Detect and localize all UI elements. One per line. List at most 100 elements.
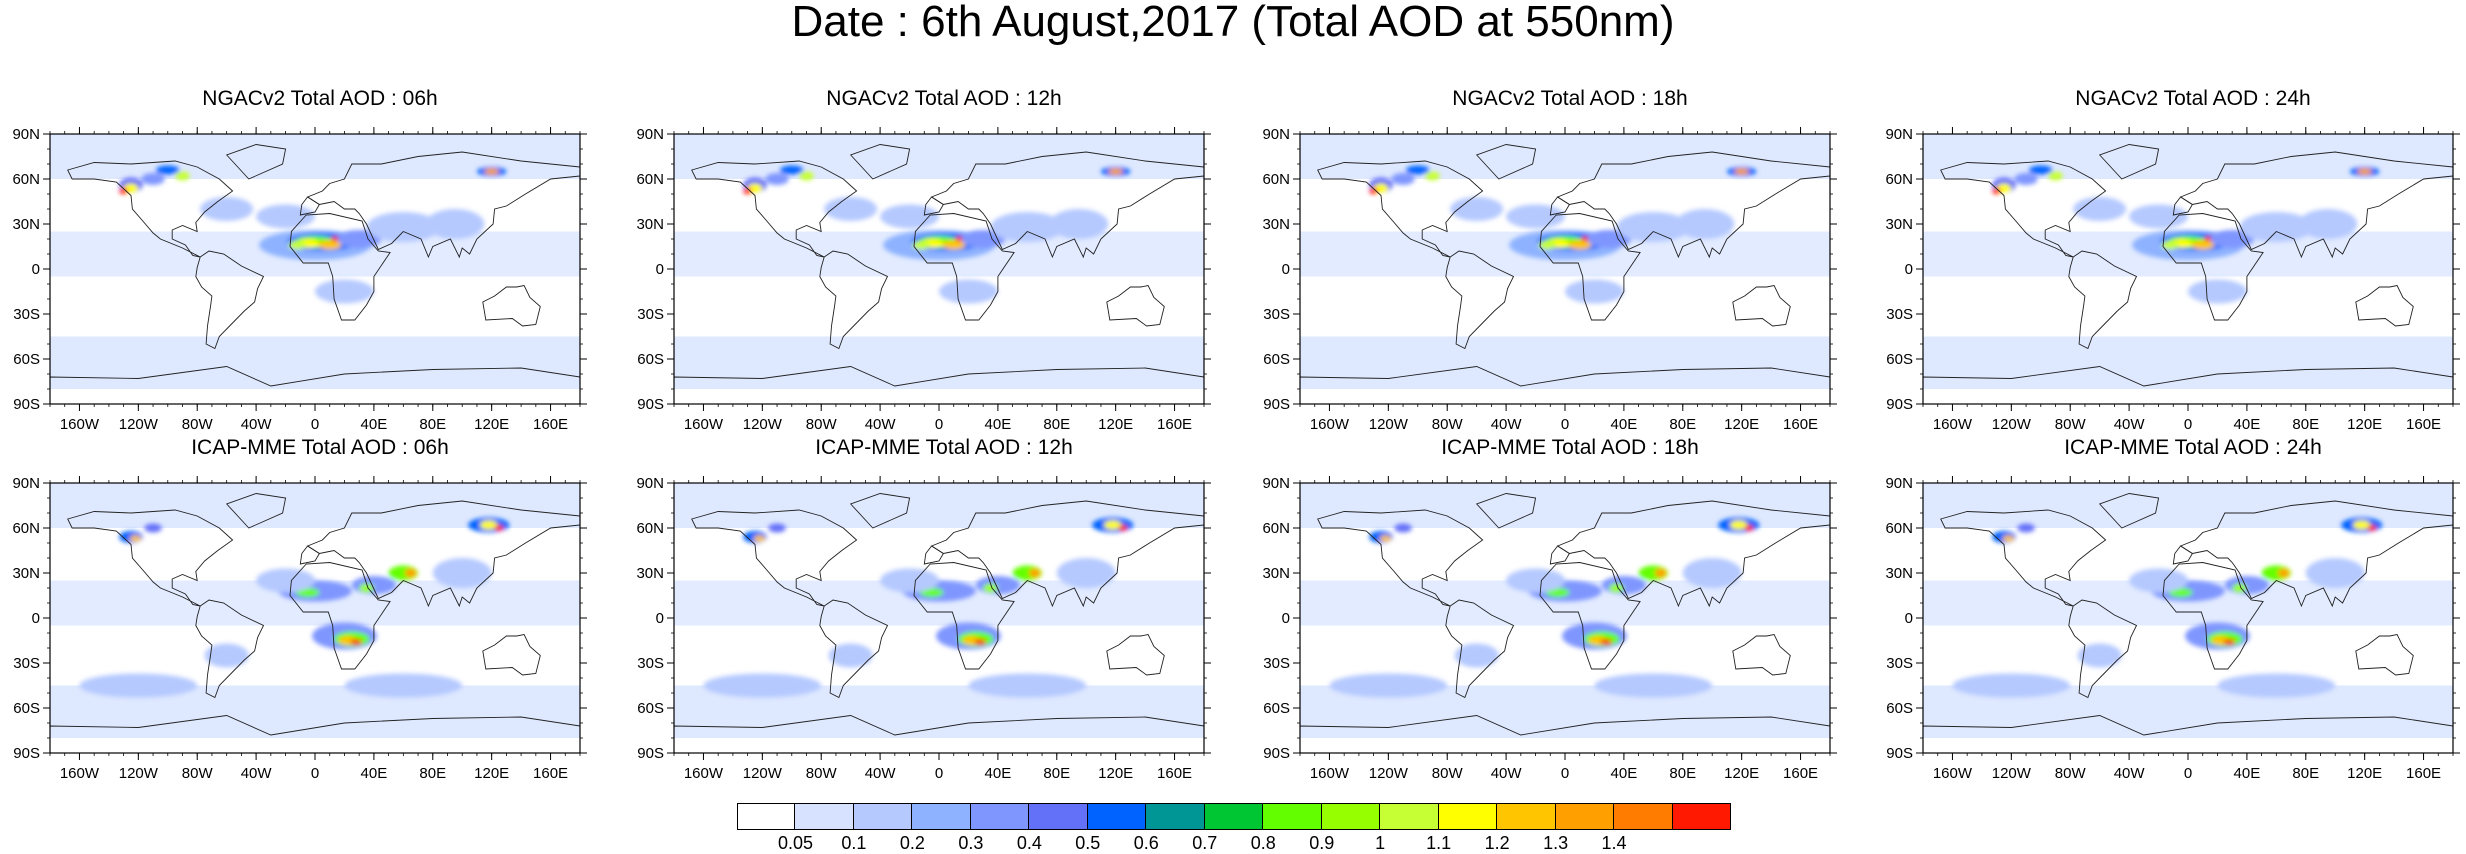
coastline [1539,213,1641,321]
aod-map: 90N 60N 30N 0 30S 60S 90S 160W 120W 80W 40W 0 40E 80E… [1885,475,2460,782]
lat-label: 0 [1905,610,1913,627]
lon-label: 40W [2114,416,2146,433]
lat-label: 30S [13,655,40,672]
aod-plume [129,535,142,542]
aod-plume [351,576,396,594]
panel-title: ICAP-MME Total AOD : 06h [191,436,449,459]
lon-label: 80E [1043,416,1070,433]
aod-plumes [703,517,1134,698]
lat-label: 30N [636,216,664,233]
colorbar-label: 0.7 [1192,833,1218,853]
colorbar-box [1321,803,1381,830]
lon-label: 40E [1611,416,1638,433]
lon-label: 40E [2234,765,2261,782]
aod-plume [828,643,873,668]
lon-label: 0 [311,765,319,782]
lon-label: 40W [865,765,897,782]
lat-label: 60N [1885,520,1913,537]
coastline [1732,633,1791,676]
lon-label: 160W [60,416,100,433]
aod-plume [880,568,939,593]
aod-plume [1394,523,1412,533]
coastline [2179,500,2453,608]
colorbar-label: 0.2 [899,833,925,853]
map-panel: NGACv2 Total AOD : 18h 90N 60N 30N 0 30S 60S 90… [1250,88,1870,433]
lon-label: 80W [182,416,214,433]
aod-plume [1952,673,2071,698]
map-field [1923,134,2453,404]
lat-label: 90N [1262,126,1290,143]
lon-label: 80W [1432,416,1464,433]
coastline [1317,160,1484,258]
coastline [1732,284,1791,327]
aod-plume [1450,197,1504,221]
coastline [2098,493,2160,529]
aod-plume [256,568,315,593]
lon-label: 0 [1561,416,1569,433]
aod-map: 90N 60N 30N 0 30S 60S 90S 160W 120W 80W 40W 0 40E 80E… [636,475,1211,782]
coastline [913,213,1015,321]
lon-label: 160W [1933,416,1973,433]
aod-plume [1369,188,1379,194]
lon-label: 40W [1491,765,1523,782]
coastline [674,366,1204,404]
aod-plume [1379,535,1392,542]
colorbar-label: 1.4 [1601,833,1627,853]
aod-plume [2029,165,2053,175]
lon-label: 40E [361,416,388,433]
lat-label: 30S [1886,655,1913,672]
lat-label: 90S [1263,396,1290,413]
aod-plumes [1329,517,1760,698]
aod-plume [1391,173,1415,185]
aod-plume [156,165,180,175]
lon-label: 160E [533,765,568,782]
lon-label: 160W [60,765,100,782]
lon-label: 120W [1369,765,1409,782]
aod-plume [1600,639,1613,645]
colorbar-box [737,803,796,830]
map-panel: ICAP-MME Total AOD : 18h 90N 60N 30N 0 30S 60S… [1250,437,1870,782]
coastline [1445,599,1515,699]
aod-plume [119,188,129,194]
lon-label: 160E [1783,416,1818,433]
lon-label: 80E [419,765,446,782]
aod-plume [1118,525,1128,531]
aod-plume [880,204,939,229]
coastline [1923,715,2453,753]
coastline [674,715,1204,753]
aod-plume [2188,279,2247,304]
colorbar-box [795,803,854,830]
lat-label: 90N [12,475,40,492]
lon-label: 120E [2347,765,2382,782]
aod-plume [2017,523,2035,533]
aod-plume [2239,212,2314,242]
aod-plume [425,209,485,239]
lat-label: 60N [12,520,40,537]
aod-plumes [119,165,507,304]
aod-plume [753,535,766,542]
lat-label: 90N [636,475,664,492]
aod-plume [824,197,878,221]
lat-label: 90S [13,396,40,413]
lat-label: 60S [637,351,664,368]
aod-plume [1587,230,1632,248]
lon-label: 120E [1098,416,1133,433]
aod-plume [2190,240,2215,250]
aod-plume [1744,525,1754,531]
lon-label: 80W [182,765,214,782]
panel-title: NGACv2 Total AOD : 18h [1452,87,1688,110]
coastline [195,250,265,350]
lon-label: 160W [684,765,724,782]
map-field [50,134,580,404]
aod-plume [2224,576,2269,594]
map-panel: NGACv2 Total AOD : 06h 90N 60N 30N 0 30S 60S 90… [0,88,620,433]
lon-label: 160E [1157,416,1192,433]
lat-label: 60S [1886,351,1913,368]
colorbar-box [970,803,1030,830]
lon-label: 40E [1611,765,1638,782]
lat-label: 30S [637,306,664,323]
lon-label: 40E [985,416,1012,433]
aod-plume [939,279,998,304]
coastline [2162,562,2264,670]
aod-plume [2014,173,2038,185]
